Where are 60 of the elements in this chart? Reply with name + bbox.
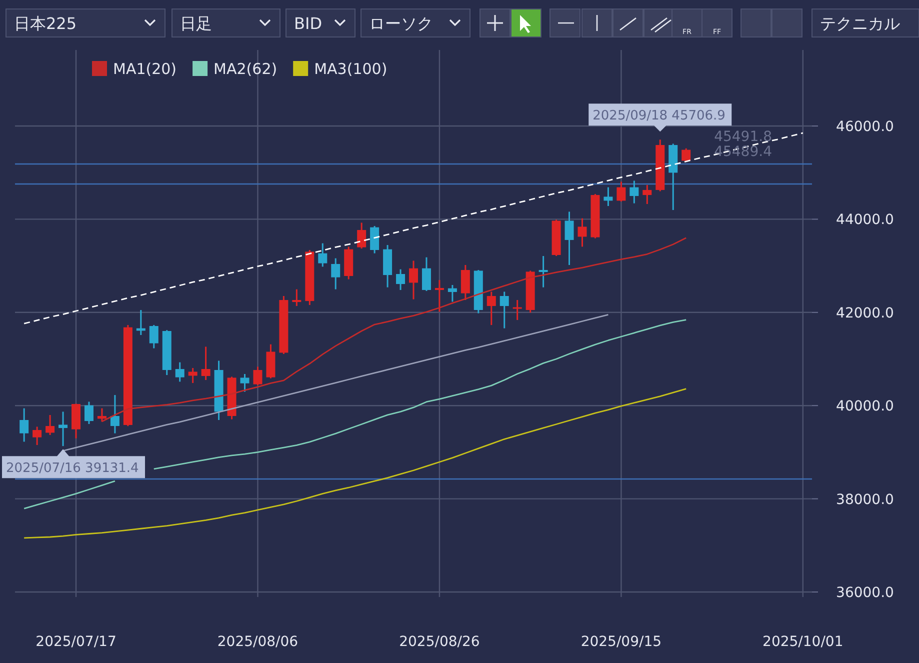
text: 日足 <box>180 14 212 33</box>
candlestick <box>682 148 691 163</box>
candlestick <box>201 346 210 381</box>
candlestick <box>604 186 613 207</box>
candlestick <box>500 290 509 330</box>
text: ローソク <box>369 14 433 33</box>
candlestick <box>564 210 574 266</box>
legend-label: MA3(100) <box>314 60 388 78</box>
legend-label: MA2(62) <box>214 60 278 78</box>
x-tick-label: 2025/08/06 <box>217 634 298 650</box>
candlestick <box>616 180 626 202</box>
candlestick <box>32 426 42 446</box>
candlestick <box>409 260 418 300</box>
annotation: 45491.8 <box>714 128 772 145</box>
text: テクニカル <box>820 14 900 33</box>
y-tick-label: 46000.0 <box>836 119 894 135</box>
candlestick <box>538 255 548 288</box>
candlestick <box>630 180 639 204</box>
candlestick <box>448 284 457 302</box>
line-series <box>23 132 804 324</box>
candlestick <box>188 367 198 384</box>
x-tick-label: 2025/07/17 <box>36 634 116 650</box>
candlestick <box>84 400 94 425</box>
candlestick <box>578 218 587 248</box>
candlestick <box>318 242 328 268</box>
text: BID <box>294 14 322 33</box>
candlestick <box>20 408 29 442</box>
candlestick <box>422 256 431 292</box>
y-tick-label: 42000.0 <box>836 305 894 322</box>
candlestick <box>175 362 184 382</box>
candlestick <box>486 290 496 326</box>
text: 2025/09/18 45706.9 <box>592 108 726 124</box>
candlestick <box>97 408 106 422</box>
candlestick <box>110 394 120 434</box>
line-series <box>62 314 609 452</box>
chart-title: 日本225 <box>14 14 77 33</box>
x-tick-label: 2025/09/15 <box>580 634 662 650</box>
x-tick-label: 2025/08/26 <box>399 634 480 650</box>
candlestick <box>396 268 406 291</box>
legend-label: MA1(20) <box>113 60 177 78</box>
candlestick <box>253 366 262 386</box>
candlestick <box>149 324 158 350</box>
candlestick <box>240 373 250 392</box>
line-series <box>101 237 687 422</box>
candlestick <box>642 184 652 205</box>
candlestick <box>512 299 522 321</box>
y-tick-label: 36000.0 <box>836 585 894 601</box>
candlestick <box>357 222 366 250</box>
candlestick <box>434 279 444 312</box>
y-tick-label: 44000.0 <box>836 212 894 228</box>
annotation: 2025/07/16 39131.4 <box>6 461 139 476</box>
candlestick <box>460 264 470 301</box>
y-tick-label: 38000.0 <box>836 492 894 508</box>
y-tick-label: 40000.0 <box>836 398 894 415</box>
candlestick <box>370 225 380 254</box>
candlestick <box>292 288 302 307</box>
candlestick <box>331 258 340 290</box>
x-tick-label: 2025/10/01 <box>762 634 844 650</box>
candlestick <box>58 410 68 447</box>
candlestick <box>46 414 55 436</box>
